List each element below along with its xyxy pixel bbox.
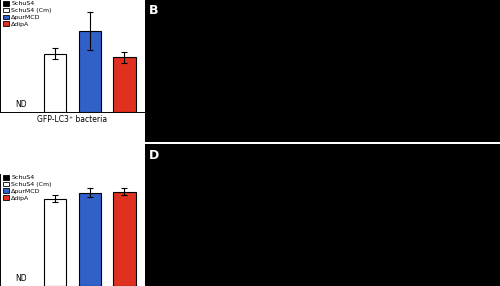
Text: ND: ND — [15, 100, 26, 109]
Text: ND: ND — [15, 274, 26, 283]
Bar — [78, 193, 101, 286]
Legend: SchuS4, SchuS4 (Cm), ΔpurMCD, ΔdipA: SchuS4, SchuS4 (Cm), ΔpurMCD, ΔdipA — [3, 175, 52, 201]
Bar — [78, 31, 101, 112]
X-axis label: GFP-LC3⁺ bacteria: GFP-LC3⁺ bacteria — [38, 115, 108, 124]
Text: B: B — [148, 4, 158, 17]
Bar — [113, 57, 136, 112]
Bar — [44, 198, 66, 286]
Legend: SchuS4, SchuS4 (Cm), ΔpurMCD, ΔdipA: SchuS4, SchuS4 (Cm), ΔpurMCD, ΔdipA — [3, 1, 52, 27]
Bar — [113, 192, 136, 286]
Text: D: D — [148, 149, 159, 162]
Bar — [44, 54, 66, 112]
